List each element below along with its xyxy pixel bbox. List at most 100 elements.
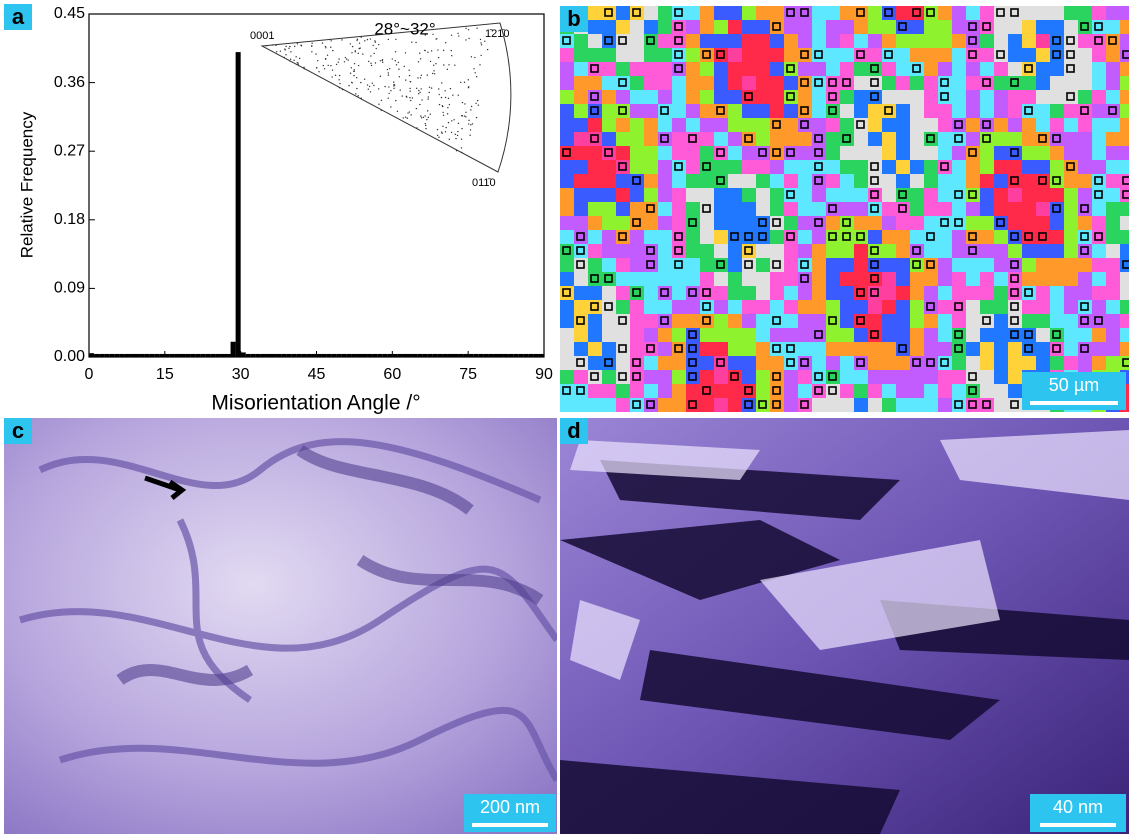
inset-point: [279, 50, 282, 52]
grain-cell: [910, 216, 924, 230]
boundary: [1010, 274, 1019, 283]
inset-point: [380, 99, 383, 102]
grain-cell: [1050, 62, 1064, 76]
grain-cell: [1106, 34, 1120, 48]
grain-cell: [910, 244, 924, 258]
panel-a: Misorientation Angle /° Relative Frequen…: [17, 5, 553, 414]
boundary: [800, 260, 809, 269]
grain-cell: [602, 20, 616, 34]
grain-cell: [910, 160, 924, 174]
grain-cell: [938, 104, 952, 118]
grain-cell: [644, 34, 658, 48]
inset-point: [404, 52, 407, 54]
grain-cell: [756, 356, 770, 370]
boundary: [590, 302, 599, 311]
grain-cell: [896, 300, 910, 314]
boundary: [772, 218, 781, 227]
grain-cell: [910, 370, 924, 384]
boundary: [604, 302, 613, 311]
grain-cell: [994, 202, 1008, 216]
grain-cell: [728, 20, 742, 34]
grain-cell: [574, 160, 588, 174]
boundary: [1024, 232, 1033, 241]
boundary: [562, 36, 571, 45]
inset-point: [266, 45, 268, 47]
boundary: [716, 106, 725, 115]
grain-cell: [1036, 328, 1050, 342]
grain-cell: [980, 258, 994, 272]
scale-bars: 50 µm 200 nm 40 nm: [464, 372, 1126, 832]
grain-cell: [588, 370, 602, 384]
grain-cell: [798, 188, 812, 202]
grain-cell: [1078, 76, 1092, 90]
inset-point: [382, 61, 384, 64]
boundary: [1066, 36, 1075, 45]
boundary: [968, 372, 977, 381]
grain-cell: [812, 286, 826, 300]
grain-cell: [910, 398, 924, 412]
grain-cell: [602, 188, 616, 202]
grain-cell: [812, 20, 826, 34]
inset-point: [467, 79, 470, 81]
bar: [523, 353, 529, 357]
grain-cell: [616, 76, 630, 90]
boundary: [982, 400, 991, 409]
grain-cell: [1036, 342, 1050, 356]
grain-cell: [1022, 76, 1036, 90]
grain-cell: [896, 286, 910, 300]
grain-cell: [798, 20, 812, 34]
inset-point: [391, 58, 393, 60]
boundary: [618, 372, 627, 381]
grain-cell: [854, 76, 868, 90]
inset-point: [417, 61, 420, 63]
grain-cell: [854, 286, 868, 300]
grain-cell: [994, 300, 1008, 314]
inset-point: [351, 52, 353, 54]
boundary: [954, 134, 963, 143]
grain-cell: [798, 370, 812, 384]
grain-cell: [686, 286, 700, 300]
grain-cell: [1022, 244, 1036, 258]
grain-cell: [602, 34, 616, 48]
grain-cell: [658, 34, 672, 48]
bar: [362, 353, 368, 357]
inset-point: [332, 49, 334, 52]
grain-cell: [742, 132, 756, 146]
boundary: [912, 64, 921, 73]
boundary: [688, 372, 697, 381]
grain-cell: [840, 202, 854, 216]
grain-cell: [854, 202, 868, 216]
grain-cell: [742, 48, 756, 62]
bar: [210, 353, 216, 357]
grain-cell: [770, 398, 784, 412]
bar: [99, 353, 105, 357]
grain-cell: [952, 48, 966, 62]
grain-cell: [1092, 272, 1106, 286]
grain-cell: [644, 48, 658, 62]
inset-point: [474, 72, 476, 74]
grain-cell: [714, 244, 728, 258]
grain-cell: [574, 90, 588, 104]
grain-cell: [910, 342, 924, 356]
inset-point: [360, 97, 362, 99]
grain-cell: [798, 244, 812, 258]
grain-cell: [980, 328, 994, 342]
inset-point: [355, 77, 358, 79]
grain-cell: [798, 300, 812, 314]
grain-cell: [1008, 328, 1022, 342]
grain-cell: [686, 146, 700, 160]
boundary: [1080, 316, 1089, 325]
grain-cell: [952, 244, 966, 258]
grain-cell: [854, 34, 868, 48]
boundary: [688, 134, 697, 143]
grain-cell: [1120, 216, 1129, 230]
inset-point: [389, 68, 391, 70]
inset-point: [379, 60, 382, 62]
boundary: [870, 330, 879, 339]
inset-point: [443, 64, 445, 66]
grain-cell: [1050, 20, 1064, 34]
y-tick-label: 0.00: [54, 348, 85, 365]
grain-cell: [798, 286, 812, 300]
grain-cell: [1050, 188, 1064, 202]
boundary: [1108, 106, 1117, 115]
